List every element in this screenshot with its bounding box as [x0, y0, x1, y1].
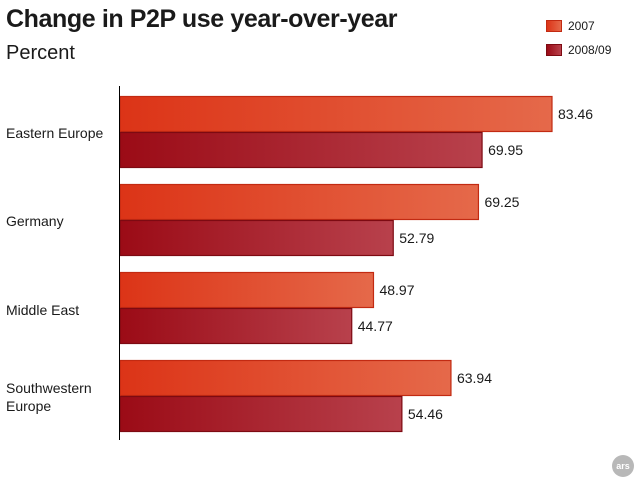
bar-2008-09-1 [119, 219, 394, 257]
data-label-2007-3: 63.94 [457, 370, 492, 386]
data-label-2008-09-2: 44.77 [358, 318, 393, 334]
bar-2008-09-2 [119, 307, 353, 345]
legend: 2007 2008/09 [546, 14, 611, 62]
chart-title: Change in P2P use year-over-year [6, 5, 398, 33]
bar-2007-3 [119, 359, 452, 397]
category-label-line: Germany [6, 213, 64, 229]
category-label-eastern-europe: Eastern Europe [6, 124, 116, 142]
data-label-2007-0: 83.46 [558, 106, 593, 122]
bar-2008-09-3 [119, 395, 403, 433]
category-label-southwestern-europe: Southwestern Europe [6, 379, 116, 415]
legend-swatch-2008-09 [546, 44, 562, 56]
chart-subtitle: Percent [6, 42, 75, 64]
category-label-line: Eastern Europe [6, 125, 104, 141]
legend-item-2007: 2007 [546, 14, 611, 38]
bar-2008-09-0 [119, 131, 483, 169]
data-label-2008-09-0: 69.95 [488, 142, 523, 158]
legend-item-2008-09: 2008/09 [546, 38, 611, 62]
bar-2007-2 [119, 271, 375, 309]
data-label-2008-09-3: 54.46 [408, 406, 443, 422]
bar-2007-1 [119, 183, 480, 221]
category-label-line: Middle East [6, 302, 80, 318]
bar-2007-0 [119, 95, 553, 133]
category-label-line: Europe [6, 398, 52, 414]
legend-swatch-2007 [546, 20, 562, 32]
ars-logo: ars [612, 455, 634, 477]
data-label-2007-2: 48.97 [379, 282, 414, 298]
category-label-germany: Germany [6, 212, 116, 230]
category-label-middle-east: Middle East [6, 301, 116, 319]
category-label-line: Southwestern [6, 380, 92, 396]
legend-label-2008-09: 2008/09 [568, 43, 612, 57]
data-label-2008-09-1: 52.79 [399, 230, 434, 246]
legend-label-2007: 2007 [568, 19, 595, 33]
data-label-2007-1: 69.25 [484, 194, 519, 210]
